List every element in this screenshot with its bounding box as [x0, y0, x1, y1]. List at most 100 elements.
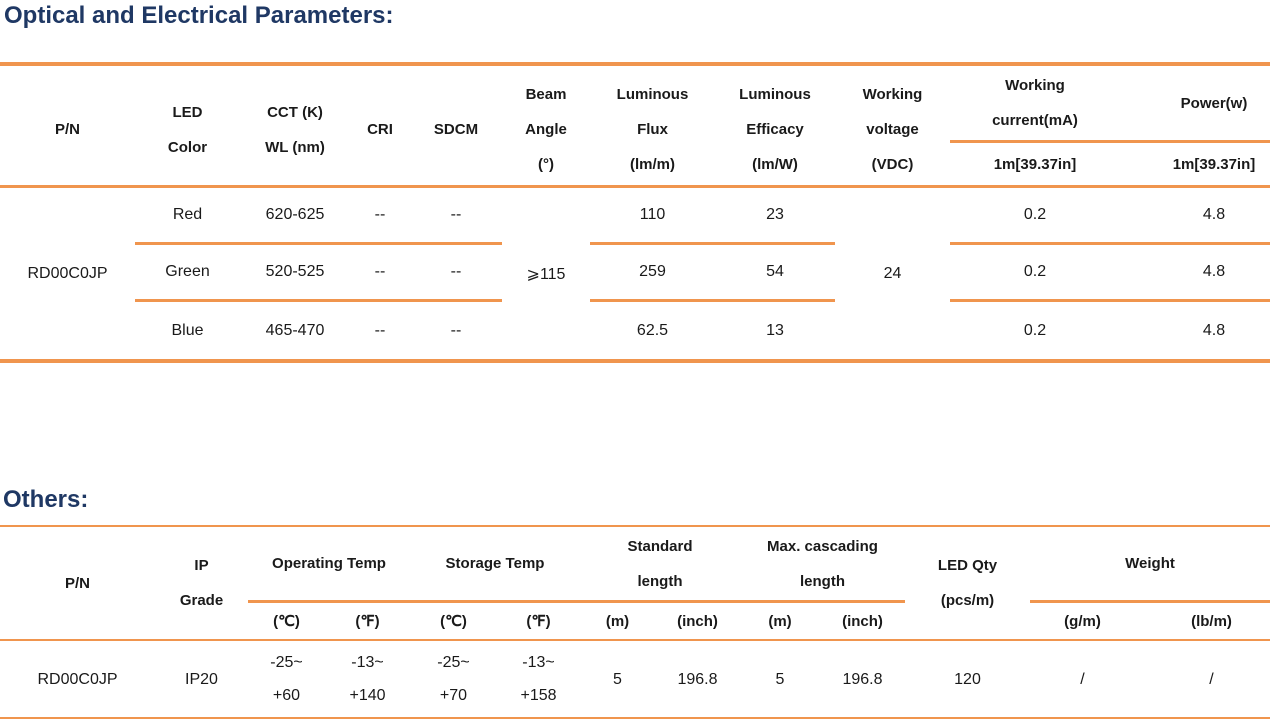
t2-operating-c-value: -25~ +60 — [248, 641, 325, 717]
t1-header-led-line2: Color — [167, 138, 208, 156]
t1-header-luminous-flux: Luminous Flux (lm/m) — [590, 66, 715, 188]
t1-header-power: Power(w) 1m[39.37in] — [1120, 66, 1270, 188]
t2-header-led-qty-line1: LED Qty — [937, 557, 998, 574]
t1-header-current-line2: current(mA) — [992, 112, 1078, 129]
t2-storage-c-line1: -25~ — [437, 654, 470, 671]
t1-blue-cri: -- — [374, 321, 386, 339]
t1-header-voltage-line1: Working — [862, 86, 923, 103]
t2-operating-c-line1: -25~ — [270, 654, 303, 671]
t1-header-power-divider — [1120, 140, 1270, 143]
t1-green-cri: -- — [350, 245, 410, 302]
t2-header-cascading-line1: Max. cascading — [767, 537, 878, 555]
t2-header-ip-grade: IP Grade — [155, 527, 248, 641]
t1-header-working-voltage: Working voltage (VDC) — [835, 66, 950, 188]
t2-storage-f-line2: +158 — [520, 687, 557, 704]
t2-header-operating-temp: Operating Temp — [272, 555, 386, 572]
t1-header-led-color: LED Color — [135, 66, 240, 188]
t2-header-ip-line1: IP — [194, 557, 209, 574]
others-table: P/N IP Grade LED Qty (pcs/m) Operating T… — [0, 525, 1270, 719]
t1-header-efficacy-line3: (lm/W) — [752, 156, 798, 173]
t1-blue-flux: 62.5 — [636, 321, 669, 339]
t1-header-cri-label: CRI — [367, 121, 393, 138]
t2-header-cascading-line2: length — [800, 572, 845, 590]
t2-ip-value: IP20 — [185, 670, 218, 688]
t1-header-working-current: Working current(mA) 1m[39.37in] — [950, 66, 1120, 188]
t2-header-ip-line2: Grade — [179, 592, 224, 609]
t1-header-cct-line1: CCT (K) — [267, 103, 323, 121]
section-title-optical: Optical and Electrical Parameters: — [4, 2, 394, 29]
t1-working-voltage-value: 24 — [883, 264, 902, 282]
t2-header-standard-line2: length — [637, 572, 683, 590]
t2-header-pn: P/N — [0, 527, 155, 641]
t1-red-color: Red — [135, 188, 240, 245]
t2-header-led-qty: LED Qty (pcs/m) — [905, 527, 1030, 641]
t2-standard-m-value: 5 — [613, 670, 622, 688]
t1-header-flux-line2: Flux — [637, 121, 668, 138]
t2-storage-c-value: -25~ +70 — [410, 641, 497, 717]
t1-pn-value: RD00C0JP — [27, 264, 108, 282]
t1-header-current-line1: Working — [1005, 77, 1065, 94]
t2-cascading-m-value: 5 — [775, 670, 785, 688]
t2-header-max-cascading: Max. cascading length — [740, 527, 905, 600]
t2-header-pn-label: P/N — [64, 574, 90, 592]
t2-operating-f-line2: +140 — [349, 687, 386, 704]
t2-storage-f-line1: -13~ — [522, 654, 555, 671]
t2-weight-lb-value: / — [1209, 670, 1214, 688]
t1-red-flux: 110 — [590, 188, 715, 245]
t1-green-cct: 520-525 — [240, 245, 350, 302]
t1-blue-color: Blue — [171, 321, 204, 339]
t1-green-flux: 259 — [590, 245, 715, 302]
t1-header-voltage-line2: voltage — [866, 121, 919, 138]
t1-green-sdcm: -- — [410, 245, 502, 302]
t2-header-standard-line1: Standard — [627, 537, 693, 555]
t2-storage-c-line2: +70 — [439, 687, 468, 704]
t1-header-efficacy-line1: Luminous — [739, 86, 811, 103]
t2-cascading-inch-value: 196.8 — [842, 670, 883, 688]
t1-header-beam-line1: Beam — [525, 86, 567, 103]
t1-green-power: 4.8 — [1120, 245, 1270, 302]
t1-header-sdcm: SDCM — [410, 66, 502, 188]
t2-sub-weight-g: (g/m) — [1030, 603, 1135, 641]
t1-red-current: 0.2 — [950, 188, 1120, 245]
t2-pn-value: RD00C0JP — [37, 670, 118, 688]
t1-header-pn: P/N — [0, 66, 135, 188]
t2-standard-inch-value: 196.8 — [677, 670, 718, 688]
t1-header-sdcm-label: SDCM — [433, 121, 479, 138]
t2-sub-cascading-m: (m) — [740, 603, 820, 641]
t1-header-beam-angle: Beam Angle (°) — [502, 66, 590, 188]
t1-red-power: 4.8 — [1120, 188, 1270, 245]
t1-header-cri: CRI — [350, 66, 410, 188]
t2-sub-storage-f: (℉) — [497, 603, 580, 641]
t1-green-current: 0.2 — [950, 245, 1120, 302]
t2-sub-standard-inch: (inch) — [655, 603, 740, 641]
t2-led-qty-value: 120 — [954, 670, 981, 688]
t2-sub-cascading-inch: (inch) — [820, 603, 905, 641]
t1-header-luminous-efficacy: Luminous Efficacy (lm/W) — [715, 66, 835, 188]
t1-red-cct: 620-625 — [240, 188, 350, 245]
t1-header-voltage-line3: (VDC) — [871, 156, 914, 173]
t1-blue-sdcm: -- — [450, 321, 462, 339]
t1-header-current-sub: 1m[39.37in] — [993, 155, 1077, 173]
t1-blue-power: 4.8 — [1202, 321, 1226, 339]
t2-sub-operating-f: (℉) — [325, 603, 410, 641]
t2-sub-operating-c: (℃) — [248, 603, 325, 641]
t1-header-flux-line1: Luminous — [616, 86, 689, 103]
t1-blue-cct: 465-470 — [265, 321, 325, 339]
t1-header-beam-line3: (°) — [538, 156, 554, 173]
t2-header-storage-temp: Storage Temp — [445, 555, 545, 572]
t1-header-flux-line3: (lm/m) — [630, 156, 675, 173]
t1-header-power-sub: 1m[39.37in] — [1172, 155, 1256, 173]
t1-header-power-label: Power(w) — [1180, 94, 1248, 112]
t1-header-current-divider — [950, 140, 1120, 143]
t1-beam-angle-value: ⩾115 — [526, 265, 566, 283]
t1-header-led-line1: LED — [172, 103, 203, 121]
t2-operating-f-value: -13~ +140 — [325, 641, 410, 717]
t2-sub-standard-m: (m) — [580, 603, 655, 641]
t1-green-efficacy: 54 — [715, 245, 835, 302]
t1-header-cct-line2: WL (nm) — [265, 138, 325, 156]
t1-blue-efficacy: 13 — [766, 321, 784, 339]
optical-electrical-table: P/N LED Color CCT (K) WL (nm) CRI SDCM B… — [0, 62, 1270, 363]
section-title-others: Others: — [3, 486, 89, 513]
t2-header-led-qty-line2: (pcs/m) — [940, 592, 995, 609]
t1-red-sdcm: -- — [410, 188, 502, 245]
